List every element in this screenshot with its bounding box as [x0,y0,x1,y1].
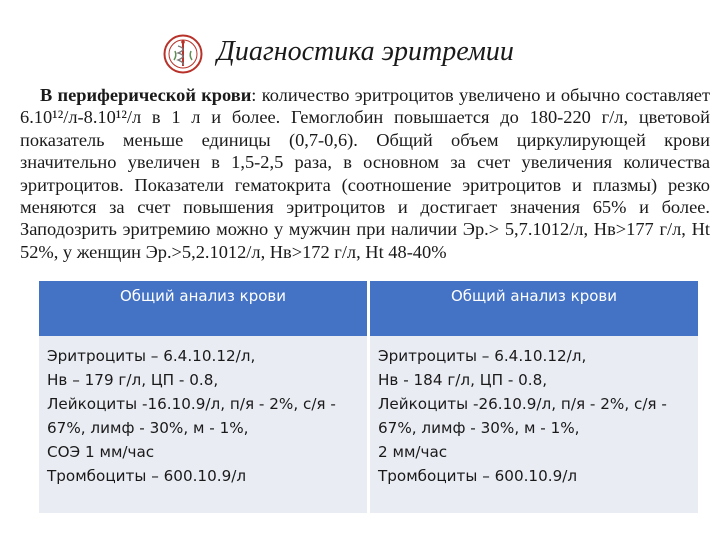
table-header-right: Общий анализ крови [370,281,698,336]
cell-line: Эритроциты – 6.4.10.12/л, [47,347,256,365]
table-row: Эритроциты – 6.4.10.12/л, Нв – 179 г/л, … [39,336,698,513]
table-cell-right: Эритроциты – 6.4.10.12/л, Нв - 184 г/л, … [370,336,698,513]
cell-line: Нв - 184 г/л, ЦП - 0.8, [378,371,548,389]
medical-emblem-icon [163,34,203,74]
cell-line: Лейкоциты -26.10.9/л, п/я - 2%, с/я - [378,395,667,413]
cell-line: Лейкоциты -16.10.9/л, п/я - 2%, с/я - [47,395,336,413]
table-cell-left: Эритроциты – 6.4.10.12/л, Нв – 179 г/л, … [39,336,367,513]
paragraph-lead: В периферической крови [40,85,252,105]
body-paragraph: В периферической крови: количество эритр… [20,84,710,263]
table-header-row: Общий анализ крови Общий анализ крови [39,281,698,336]
page-title: Диагностика эритремии [217,36,514,67]
cell-line: Нв – 179 г/л, ЦП - 0.8, [47,371,219,389]
cell-line: Тромбоциты – 600.10.9/л [378,467,578,485]
cell-line: 2 мм/час [378,443,448,461]
cell-line: 67%, лимф - 30%, м - 1%, [378,419,580,437]
cell-line: Эритроциты – 6.4.10.12/л, [378,347,587,365]
cell-line: Тромбоциты – 600.10.9/л [47,467,247,485]
cell-line: СОЭ 1 мм/час [47,443,155,461]
cell-line: 67%, лимф - 30%, м - 1%, [47,419,249,437]
paragraph-body: : количество эритроцитов увеличено и обы… [20,85,710,262]
blood-test-table: Общий анализ крови Общий анализ крови Эр… [36,281,701,513]
title-row: Диагностика эритремии [0,30,720,74]
table-header-left: Общий анализ крови [39,281,367,336]
